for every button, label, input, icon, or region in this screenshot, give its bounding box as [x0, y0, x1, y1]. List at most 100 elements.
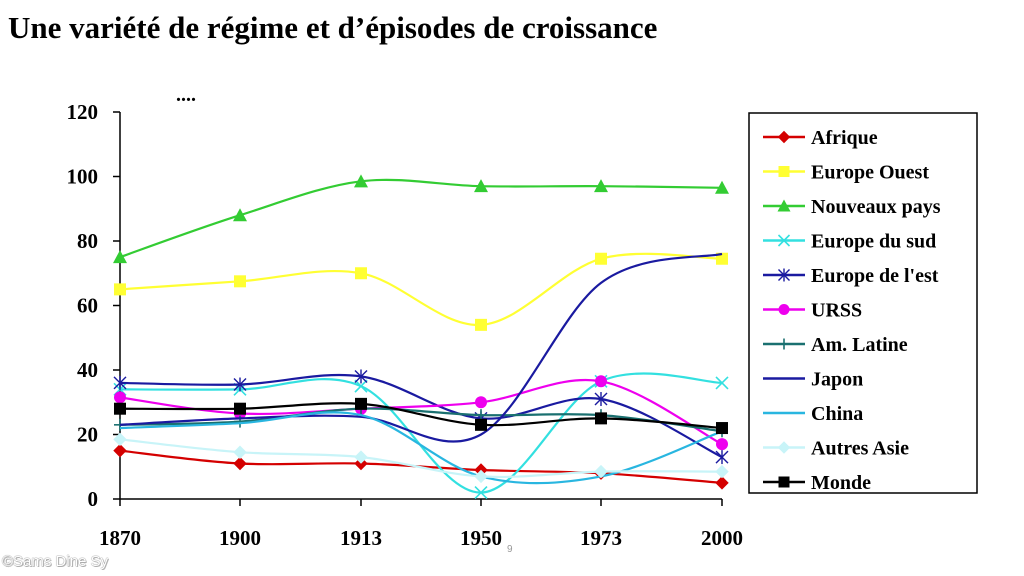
chart-series: [113, 174, 729, 500]
data-point-triangle: [594, 179, 608, 193]
legend-label: Europe du sud: [811, 231, 936, 253]
x-tick-label: 1950: [460, 526, 502, 550]
data-point-square: [778, 166, 790, 177]
data-point-circle: [114, 391, 126, 404]
data-point-square: [475, 418, 487, 431]
series-line: [119, 438, 723, 479]
legend-item: Europe Ouest: [763, 162, 929, 184]
series-line: [119, 411, 723, 485]
y-tick-label: 120: [67, 100, 99, 124]
data-point-square: [355, 397, 367, 410]
legend-label: Europe Ouest: [811, 162, 929, 184]
data-point-square: [778, 476, 790, 488]
data-point-circle: [716, 438, 728, 451]
series-line: [119, 407, 723, 433]
data-point-diamond: [715, 476, 729, 490]
data-point-circle: [595, 375, 607, 388]
legend-label: Europe de l'est: [811, 265, 939, 287]
y-tick-label: 100: [67, 165, 99, 189]
data-point-x: [354, 379, 368, 393]
data-point-square: [114, 283, 126, 296]
legend-item: Europe de l'est: [763, 265, 939, 287]
y-tick-label: 0: [88, 487, 99, 511]
data-point-triangle: [474, 179, 488, 193]
data-point-diamond: [474, 469, 488, 484]
legend-item: Nouveaux pays: [763, 196, 941, 218]
series-autres-asie: [113, 432, 729, 484]
data-point-diamond: [715, 464, 729, 479]
data-point-diamond: [113, 432, 127, 447]
series-line: [119, 252, 723, 443]
legend-label: Japon: [811, 369, 863, 391]
chart-legend: Afrique Europe Ouest Nouveaux pays Europe …: [748, 112, 978, 494]
series-china: [119, 411, 723, 485]
data-point-diamond: [777, 130, 791, 144]
data-point-triangle: [354, 174, 368, 188]
data-point-triangle: [715, 180, 729, 194]
x-tick-label: 1913: [340, 526, 382, 550]
data-point-diamond: [233, 456, 247, 471]
data-point-square: [234, 402, 246, 415]
data-point-circle: [475, 396, 487, 409]
legend-item: Autres Asie: [763, 438, 909, 460]
legend-label: Monde: [811, 472, 871, 494]
legend-label: Am. Latine: [811, 334, 908, 356]
series-monde: [114, 397, 728, 435]
data-point-triangle: [777, 199, 791, 212]
data-point-x: [474, 485, 488, 500]
y-tick-label: 20: [77, 423, 98, 447]
y-tick-label: 60: [77, 294, 98, 318]
x-tick-label: 1973: [580, 526, 622, 550]
data-point-plus: [778, 338, 790, 350]
x-tick-label: 2000: [701, 526, 743, 550]
series-urss: [114, 375, 728, 451]
legend-item: Afrique: [763, 127, 878, 149]
data-point-star: [594, 392, 608, 407]
data-point-square: [595, 252, 607, 265]
data-point-diamond: [233, 445, 247, 459]
data-point-square: [716, 252, 728, 265]
data-point-star: [233, 377, 247, 392]
legend-label: Afrique: [811, 127, 878, 149]
ellipsis-text: ....: [176, 84, 196, 106]
legend-item: Japon: [763, 369, 863, 391]
data-point-circle: [778, 304, 790, 315]
legend-item: URSS: [763, 300, 862, 322]
series-line: [119, 252, 723, 327]
legend-label: Nouveaux pays: [811, 196, 941, 218]
legend-label: Autres Asie: [811, 438, 909, 460]
chart-axes: 0 20 40 60 80 100 120 1870 1900 1913 1950 1973 2000: [67, 100, 744, 550]
series-line: [119, 373, 723, 459]
data-point-square: [595, 412, 607, 425]
data-point-star: [354, 369, 368, 384]
data-point-x: [777, 234, 791, 247]
data-point-diamond: [354, 450, 368, 464]
legend-item: China: [763, 403, 863, 425]
x-tick-label: 1870: [99, 526, 141, 550]
data-point-triangle: [113, 250, 127, 264]
data-point-diamond: [594, 464, 608, 479]
data-point-x: [715, 376, 729, 390]
legend-item: Europe du sud: [763, 231, 936, 253]
y-tick-label: 40: [77, 358, 98, 382]
x-tick-label: 1900: [219, 526, 261, 550]
data-point-star: [715, 450, 729, 465]
data-point-triangle: [233, 208, 247, 222]
series-line: [119, 379, 723, 446]
y-tick-label: 80: [77, 229, 98, 253]
series-europe-de-l-est: [113, 369, 729, 465]
data-point-square: [114, 402, 126, 415]
legend-label: URSS: [811, 300, 862, 322]
legend-item: Am. Latine: [763, 334, 908, 356]
legend-item: Monde: [763, 472, 871, 494]
data-point-square: [355, 267, 367, 280]
data-point-diamond: [113, 443, 127, 458]
series-europe-du-sud: [113, 372, 729, 500]
data-point-star: [778, 268, 790, 282]
series-line: [119, 178, 723, 259]
data-point-star: [113, 375, 127, 390]
series-nouveaux-pays: [113, 174, 729, 264]
data-point-square: [475, 318, 487, 331]
legend-label: China: [811, 403, 863, 425]
